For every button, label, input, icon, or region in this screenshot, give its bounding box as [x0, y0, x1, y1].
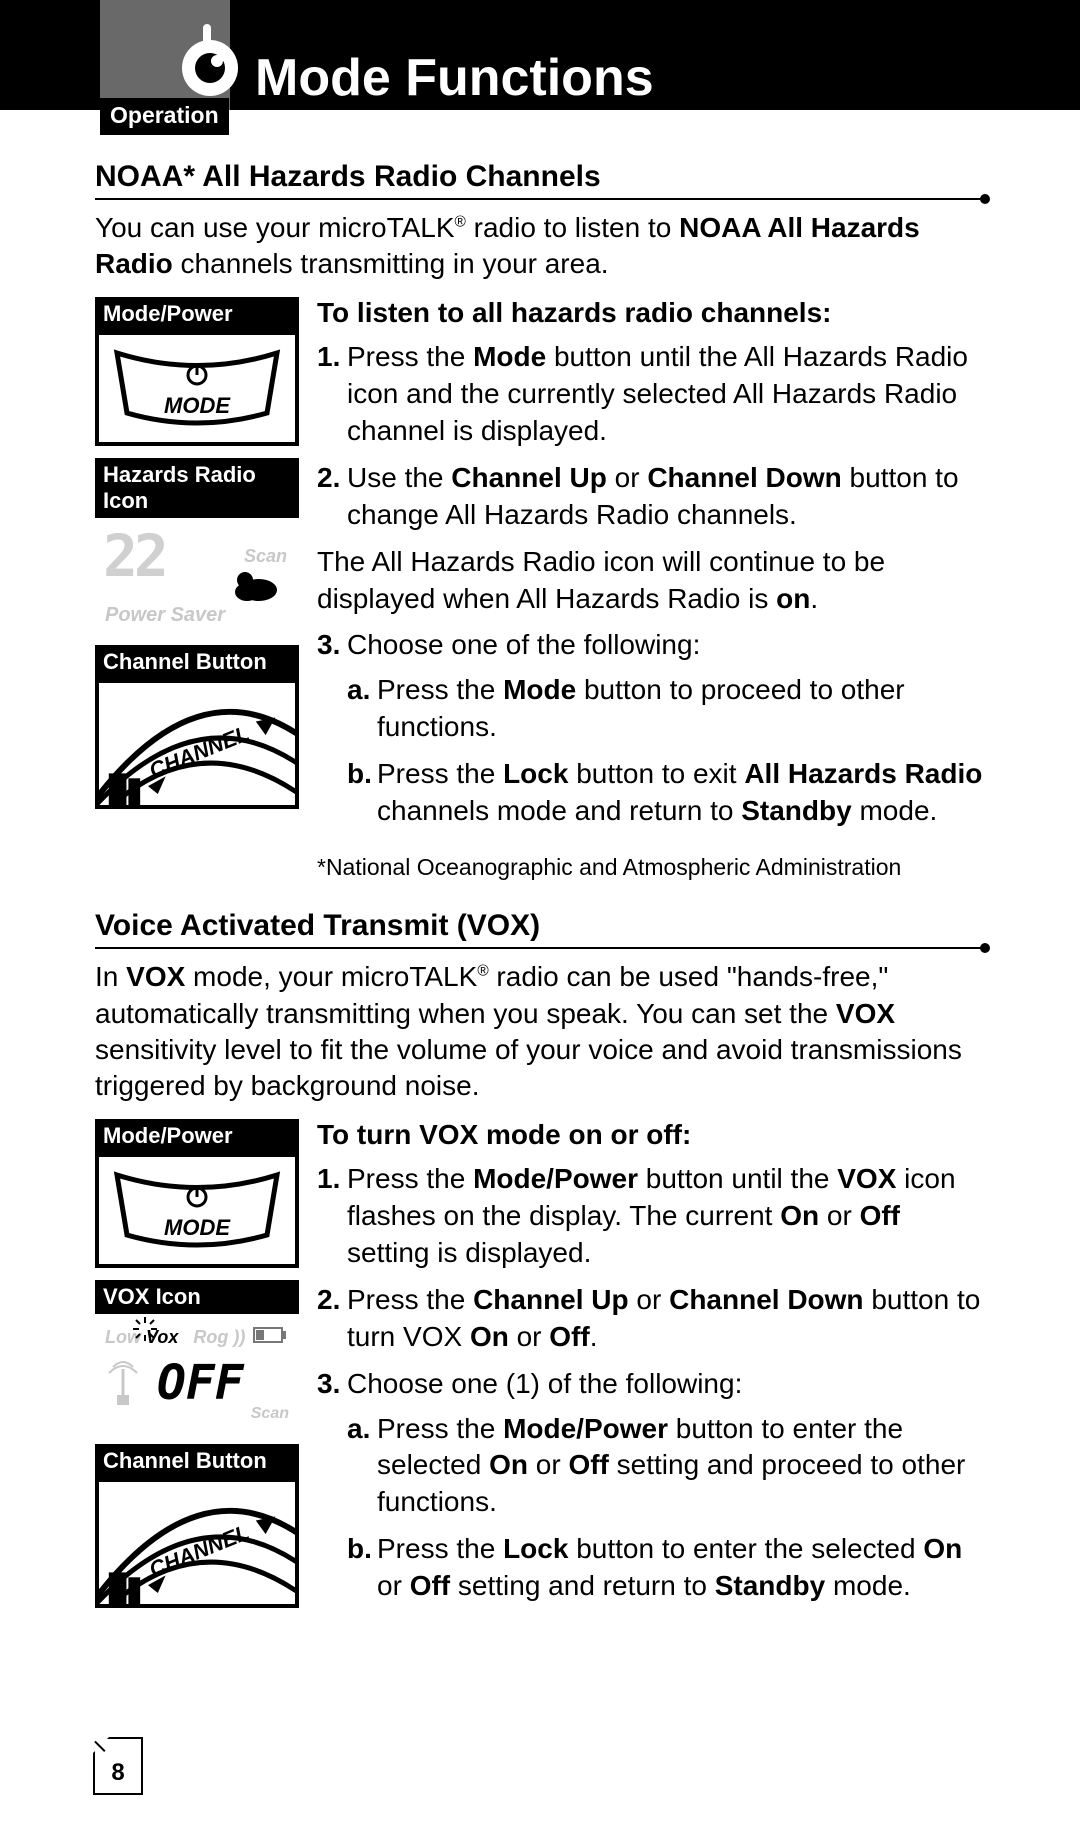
content-area: NOAA* All Hazards Radio Channels You can… [95, 160, 985, 1625]
flash-burst-icon [133, 1317, 157, 1341]
step-item: 1. Press the Mode/Power button until the… [317, 1161, 985, 1272]
lcd-digits: 22 [103, 522, 165, 590]
page-title: Mode Functions [255, 48, 654, 108]
sub-steps-list: a. Press the Mode button to proceed to o… [347, 672, 985, 830]
step-number: 2. [317, 460, 347, 534]
diagram-mode-power: Mode/Power MODE [95, 297, 299, 446]
section-intro: In VOX mode, your microTALK® radio can b… [95, 959, 985, 1105]
step-text: Press the Channel Up or Channel Down but… [347, 1282, 985, 1356]
section-heading: Voice Activated Transmit (VOX) [95, 909, 985, 949]
sub-step-letter: b. [347, 1531, 377, 1605]
two-column-layout: Mode/Power MODE VOX Icon [95, 1119, 985, 1625]
lcd-scan-label: Scan [244, 546, 287, 567]
intro-text: You can use your microTALK [95, 212, 455, 243]
diagram-column: Mode/Power MODE Hazards Rad [95, 297, 299, 850]
sub-step-text: Press the Mode/Power button to enter the… [377, 1411, 985, 1522]
diagram-label: Channel Button [95, 1444, 299, 1478]
sub-step-item: a. Press the Mode button to proceed to o… [347, 672, 985, 746]
mode-button-icon: MODE [112, 343, 282, 433]
lcd-off-text: OFF [157, 1355, 244, 1411]
step-number: 3. [317, 1366, 347, 1616]
sub-step-item: b. Press the Lock button to exit All Haz… [347, 756, 985, 830]
diagram-box: MODE [95, 1153, 299, 1268]
diagram-label: Mode/Power [95, 297, 299, 331]
step-number: 1. [317, 339, 347, 450]
channel-button-icon: CHANNEL [99, 1478, 295, 1608]
two-column-layout: Mode/Power MODE Hazards Rad [95, 297, 985, 850]
footnote: *National Oceanographic and Atmospheric … [317, 854, 985, 881]
svg-text:MODE: MODE [164, 393, 231, 418]
svg-text:MODE: MODE [164, 1215, 231, 1240]
sub-step-letter: a. [347, 672, 377, 746]
diagram-box: CHANNEL [95, 679, 299, 809]
diagram-box: MODE [95, 331, 299, 446]
step-number: 3. [317, 627, 347, 840]
steps-list: 1. Press the Mode button until the All H… [317, 339, 985, 534]
intro-text: channels transmitting in your area. [173, 248, 609, 279]
sub-step-text: Press the Lock button to exit All Hazard… [377, 756, 985, 830]
step-item: 2. Press the Channel Up or Channel Down … [317, 1282, 985, 1356]
lcd-top-row: Low Vox Rog )) [105, 1327, 245, 1348]
diagram-mode-power: Mode/Power MODE [95, 1119, 299, 1268]
page-number: 8 [93, 1737, 143, 1795]
steps-list: 3. Choose one of the following: a. Press… [317, 627, 985, 840]
steps-list: 1. Press the Mode/Power button until the… [317, 1161, 985, 1615]
battery-icon [253, 1327, 287, 1348]
diagram-channel-button: Channel Button CHANNEL [95, 1444, 299, 1608]
vox-lcd-icon: Low Vox Rog )) OFF Scan [97, 1317, 297, 1429]
sub-step-letter: b. [347, 756, 377, 830]
step-item: 3. Choose one of the following: a. Press… [317, 627, 985, 840]
step-text: Press the Mode button until the All Haza… [347, 339, 985, 450]
intro-text: radio to listen to [466, 212, 679, 243]
diagram-label: Mode/Power [95, 1119, 299, 1153]
brand-logo-icon [165, 18, 245, 98]
lcd-display-icon: 22 Scan Power Saver [97, 518, 297, 633]
step-number: 1. [317, 1161, 347, 1272]
lcd-scan-label: Scan [251, 1405, 289, 1423]
registered-icon: ® [455, 214, 466, 231]
mode-button-icon: MODE [112, 1165, 282, 1255]
diagram-vox-icon: VOX Icon Low Vox Rog )) [95, 1280, 299, 1432]
sub-steps-list: a. Press the Mode/Power button to enter … [347, 1411, 985, 1606]
step-text: Use the Channel Up or Channel Down butto… [347, 460, 985, 534]
step-text: Choose one (1) of the following: a. Pres… [347, 1366, 985, 1616]
diagram-channel-button: Channel Button CHANNEL [95, 645, 299, 809]
section-intro: You can use your microTALK® radio to lis… [95, 210, 985, 283]
sub-step-text: Press the Lock button to enter the selec… [377, 1531, 985, 1605]
sub-heading: To turn VOX mode on or off: [317, 1119, 985, 1151]
step-item: 1. Press the Mode button until the All H… [317, 339, 985, 450]
step-number: 2. [317, 1282, 347, 1356]
sub-step-letter: a. [347, 1411, 377, 1522]
sub-heading: To listen to all hazards radio channels: [317, 297, 985, 329]
antenna-icon [107, 1357, 139, 1414]
diagram-box: Low Vox Rog )) OFF Scan [95, 1314, 299, 1432]
diagram-column: Mode/Power MODE VOX Icon [95, 1119, 299, 1625]
channel-button-icon: CHANNEL [99, 679, 295, 809]
section-heading: NOAA* All Hazards Radio Channels [95, 160, 985, 200]
lcd-power-saver-label: Power Saver [105, 604, 225, 627]
diagram-box: 22 Scan Power Saver [95, 518, 299, 633]
sub-step-item: b. Press the Lock button to enter the se… [347, 1531, 985, 1605]
registered-icon: ® [477, 963, 488, 980]
header-bar: Mode Functions Operation [0, 0, 1080, 110]
diagram-label: VOX Icon [95, 1280, 299, 1314]
steps-column: To turn VOX mode on or off: 1. Press the… [317, 1119, 985, 1625]
plain-note: The All Hazards Radio icon will continue… [317, 544, 985, 618]
cloud-sun-icon [229, 566, 279, 612]
diagram-label: Hazards Radio Icon [95, 458, 299, 518]
diagram-hazards-icon: Hazards Radio Icon 22 Scan [95, 458, 299, 633]
step-item: 3. Choose one (1) of the following: a. P… [317, 1366, 985, 1616]
sub-step-item: a. Press the Mode/Power button to enter … [347, 1411, 985, 1522]
page-number-text: 8 [111, 1759, 124, 1787]
diagram-label: Channel Button [95, 645, 299, 679]
step-item: 2. Use the Channel Up or Channel Down bu… [317, 460, 985, 534]
diagram-box: CHANNEL [95, 1478, 299, 1608]
step-text: Choose one of the following: a. Press th… [347, 627, 985, 840]
section-vox: Voice Activated Transmit (VOX) In VOX mo… [95, 909, 985, 1625]
sub-step-text: Press the Mode button to proceed to othe… [377, 672, 985, 746]
section-noaa: NOAA* All Hazards Radio Channels You can… [95, 160, 985, 881]
step-text: Press the Mode/Power button until the VO… [347, 1161, 985, 1272]
operation-tab: Operation [100, 98, 229, 135]
steps-column: To listen to all hazards radio channels:… [317, 297, 985, 850]
